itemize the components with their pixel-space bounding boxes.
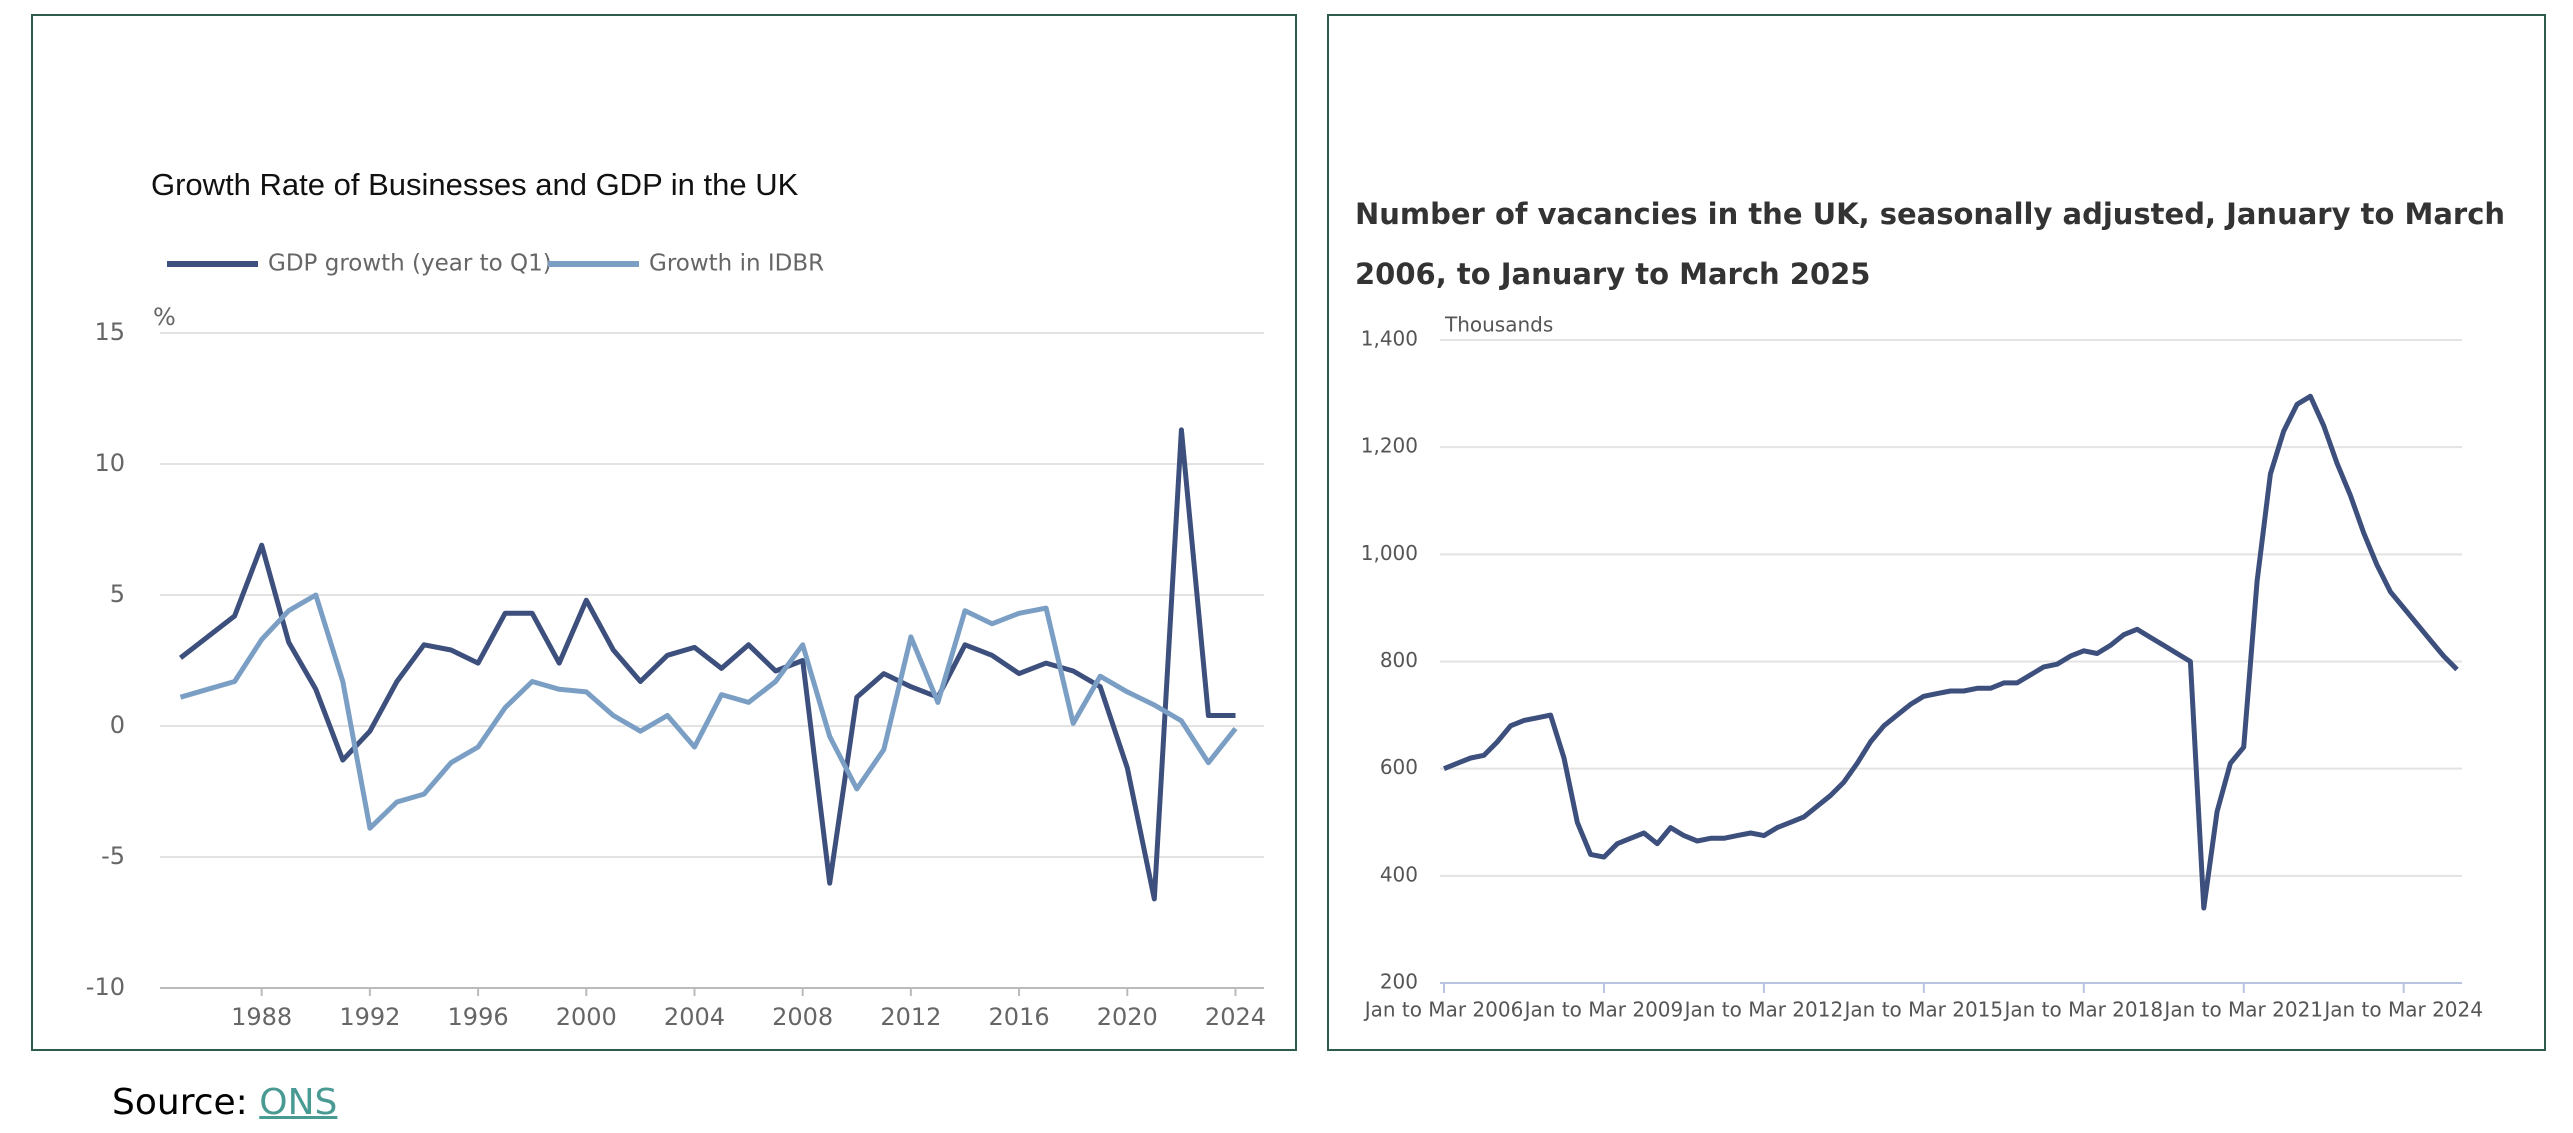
x-tick-label: Jan to Mar 2012 (1683, 998, 1844, 1022)
x-tick-label: Jan to Mar 2018 (2002, 998, 2163, 1022)
y-tick-label: 5 (110, 580, 125, 608)
legend-label: GDP growth (year to Q1) (268, 251, 552, 277)
panel (1327, 14, 2546, 1051)
x-tick-label: 2000 (556, 1003, 617, 1031)
source-label: Source: (112, 1082, 248, 1123)
y-tick-label: 0 (110, 711, 125, 739)
y-tick-label: 10 (94, 449, 125, 477)
x-tick-label: 2020 (1097, 1003, 1158, 1031)
y-tick-label: 800 (1380, 648, 1418, 672)
source-link[interactable]: ONS (259, 1082, 338, 1123)
source: Source: ONS (112, 1082, 337, 1123)
y-tick-label: 1,400 (1361, 327, 1418, 351)
x-tick-label: Jan to Mar 2009 (1523, 998, 1684, 1022)
x-tick-label: 2012 (880, 1003, 941, 1031)
series-line (1443, 393, 2459, 911)
x-tick-label: Jan to Mar 2024 (2322, 998, 2483, 1022)
x-tick-label: 2008 (772, 1003, 833, 1031)
panel (31, 14, 1297, 1051)
y-tick-label: 1,200 (1361, 434, 1418, 458)
y-tick-label: 600 (1380, 755, 1418, 779)
y-unit: Thousands (1444, 313, 1553, 337)
y-tick-label: 200 (1380, 970, 1418, 994)
y-tick-label: -10 (86, 973, 125, 1001)
x-tick-label: 2024 (1205, 1003, 1266, 1031)
chart-title: Number of vacancies in the UK, seasonall… (1355, 197, 2505, 291)
series-line (179, 592, 1238, 831)
x-tick-label: Jan to Mar 2006 (1363, 998, 1524, 1022)
legend-label: Growth in IDBR (649, 251, 824, 277)
x-tick-label: 2016 (989, 1003, 1050, 1031)
y-unit: % (153, 303, 176, 331)
x-tick-label: 1996 (448, 1003, 509, 1031)
y-tick-label: 15 (94, 318, 125, 346)
x-tick-label: Jan to Mar 2021 (2162, 998, 2323, 1022)
y-tick-label: 400 (1380, 862, 1418, 886)
y-tick-label: -5 (101, 842, 125, 870)
x-tick-label: 2004 (664, 1003, 725, 1031)
x-tick-label: 1992 (339, 1003, 400, 1031)
x-tick-label: Jan to Mar 2015 (1843, 998, 2004, 1022)
x-tick-label: 1988 (231, 1003, 292, 1031)
y-tick-label: 1,000 (1361, 541, 1418, 565)
chart-title: Growth Rate of Businesses and GDP in the… (151, 167, 799, 202)
